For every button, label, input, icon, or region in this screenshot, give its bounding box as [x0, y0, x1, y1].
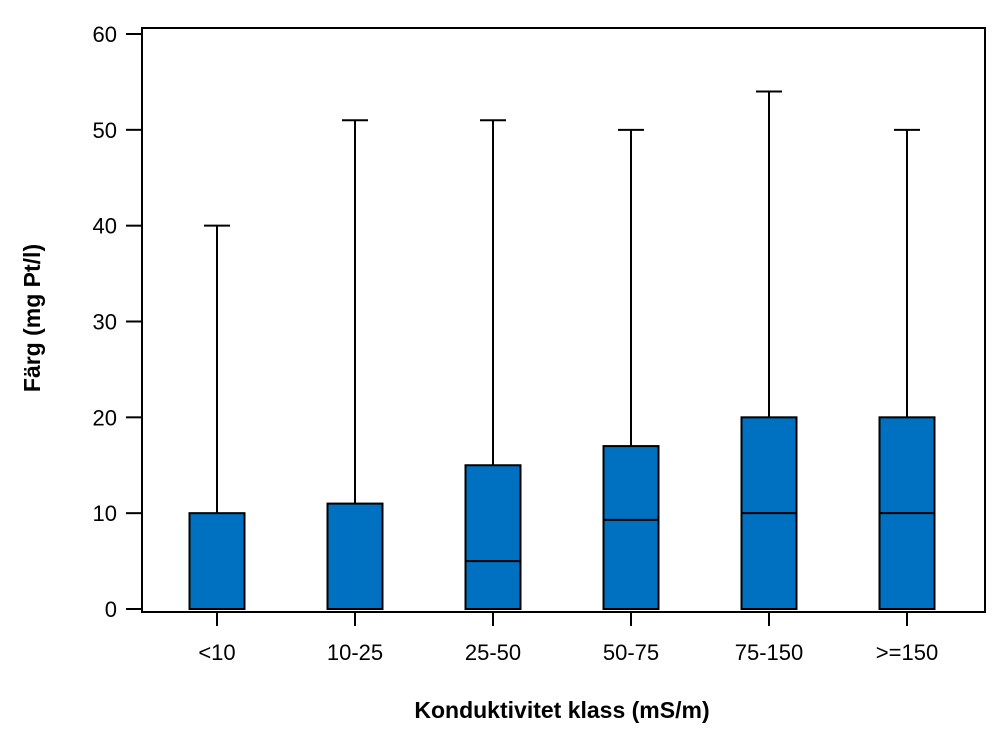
x-tick-label: 50-75 — [603, 640, 659, 665]
iqr-box — [464, 464, 522, 610]
x-tick-label: 10-25 — [327, 640, 383, 665]
x-tick-label: 25-50 — [465, 640, 521, 665]
plot-marks — [188, 90, 936, 611]
y-tick-label: 20 — [93, 405, 117, 430]
y-tick-label: 60 — [93, 22, 117, 47]
plot-frame — [141, 27, 986, 613]
x-axis-title: Konduktivitet klass (mS/m) — [414, 697, 709, 723]
box-group — [326, 119, 384, 611]
y-axis-title: Färg (mg Pt/l) — [19, 244, 45, 392]
box-group — [464, 119, 522, 610]
iqr-box — [326, 502, 384, 611]
x-axis-ticks: <10 10-25 25-50 50-75 75-150 >=150 — [198, 612, 938, 665]
y-tick-label: 0 — [105, 597, 117, 622]
box-group — [602, 128, 660, 611]
y-tick-label: 50 — [93, 118, 117, 143]
y-tick-label: 30 — [93, 310, 117, 335]
x-tick-label: <10 — [198, 640, 235, 665]
box-group — [878, 128, 936, 611]
y-tick-label: 40 — [93, 214, 117, 239]
y-axis-ticks: 0 10 20 30 40 50 60 — [93, 22, 142, 622]
iqr-box — [602, 445, 660, 611]
iqr-box — [188, 512, 246, 611]
box-group — [188, 224, 246, 611]
x-tick-label: >=150 — [876, 640, 938, 665]
y-tick-label: 10 — [93, 501, 117, 526]
box-group — [740, 90, 798, 611]
x-tick-label: 75-150 — [735, 640, 804, 665]
